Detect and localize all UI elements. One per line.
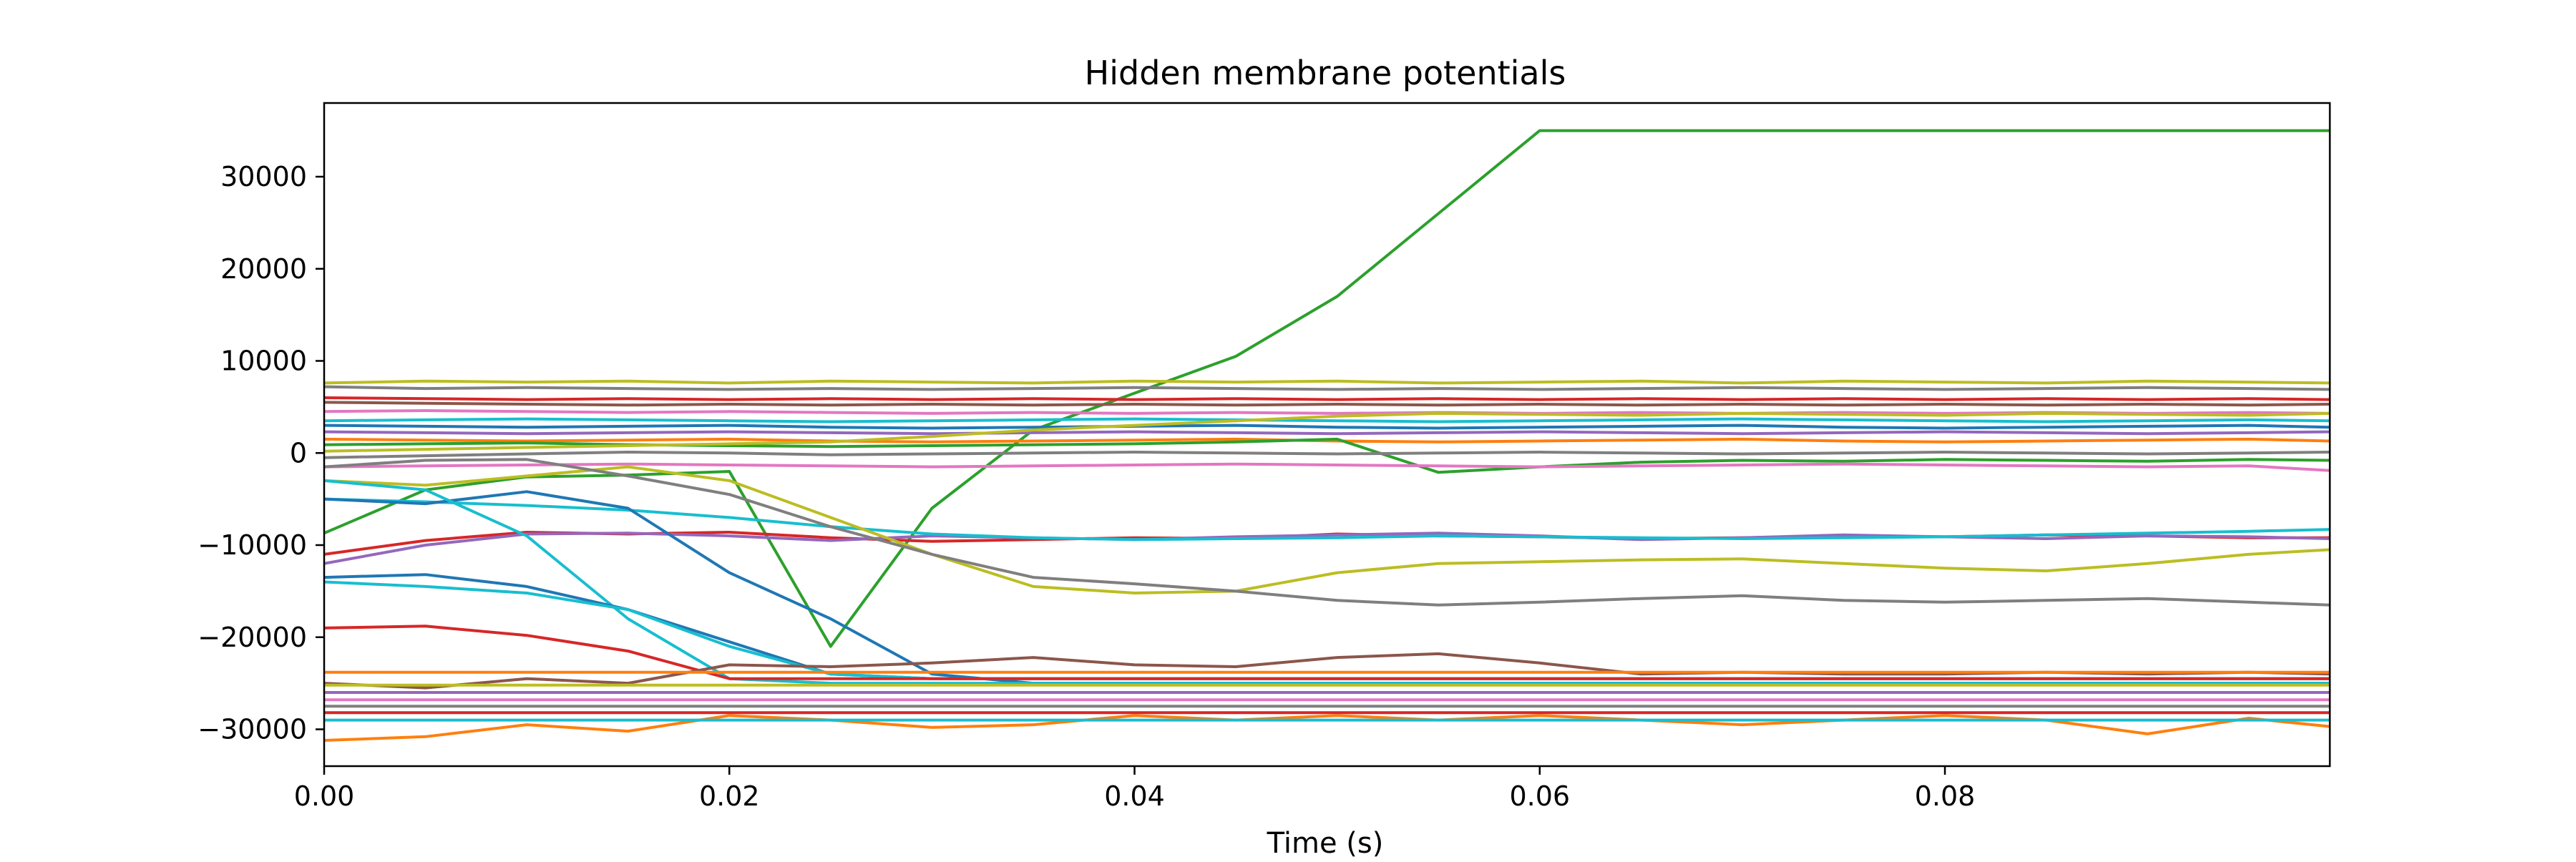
series-line-26 (324, 714, 2330, 742)
y-tick-label: −20000 (197, 622, 307, 653)
plot-frame (323, 102, 2331, 768)
series-line-9 (324, 430, 2330, 436)
y-tick-label: 30000 (220, 161, 307, 192)
series-line-19 (324, 458, 2330, 607)
series-line-5 (324, 401, 2330, 407)
y-tick-label: −30000 (197, 714, 307, 745)
x-tick-label: 0.08 (1915, 780, 1976, 812)
series-line-10 (324, 437, 2330, 444)
series-line-13 (324, 451, 2330, 459)
series-line-20 (324, 490, 2330, 685)
series-line-21 (324, 479, 2330, 685)
y-tick-label: 0 (290, 437, 307, 469)
series-line-7 (324, 417, 2330, 423)
x-tick-label: 0.04 (1104, 780, 1165, 812)
y-tick-label: 20000 (220, 253, 307, 285)
x-axis-label: Time (s) (1267, 827, 1384, 858)
series-line-14 (324, 462, 2330, 472)
y-tick-label: −10000 (197, 529, 307, 561)
x-tick-label: 0.02 (699, 780, 760, 812)
series-line-1 (324, 129, 2330, 648)
chart-title: Hidden membrane potentials (1085, 54, 1566, 92)
series-line-4 (324, 396, 2330, 401)
x-tick-label: 0.00 (294, 780, 355, 812)
series-line-17 (324, 497, 2330, 542)
series-line-16 (324, 532, 2330, 565)
series-line-18 (324, 465, 2330, 594)
series-line-12 (324, 411, 2330, 453)
series-layer (324, 129, 2330, 742)
x-axis: 0.00 0.02 0.04 0.06 0.08 (294, 766, 1976, 812)
series-line-23 (324, 580, 2330, 680)
series-line-3 (324, 385, 2330, 391)
y-tick-label: 10000 (220, 346, 307, 377)
series-line-24 (324, 625, 2330, 680)
series-line-22 (324, 573, 2330, 680)
series-line-2 (324, 379, 2330, 385)
series-line-8 (324, 423, 2330, 430)
y-axis: 30000 20000 10000 0 −10000 −20000 −30000 (197, 161, 324, 745)
x-tick-label: 0.06 (1509, 780, 1570, 812)
